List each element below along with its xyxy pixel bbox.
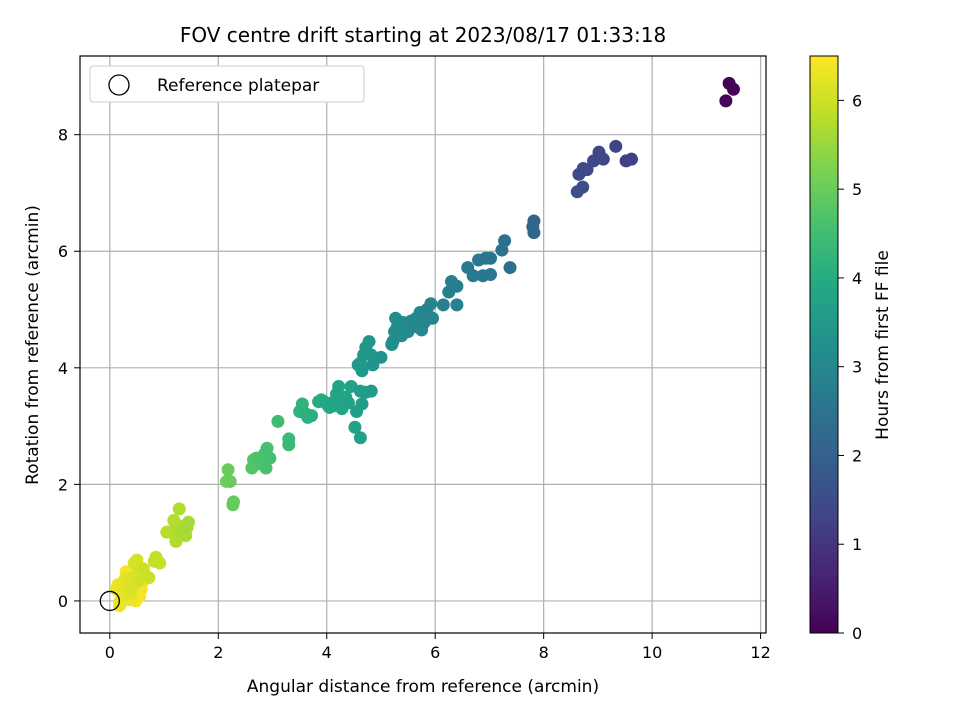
data-point bbox=[339, 390, 353, 404]
data-point bbox=[385, 338, 399, 351]
data-point bbox=[726, 82, 740, 96]
x-axis-label: Angular distance from reference (arcmin) bbox=[247, 677, 599, 697]
data-point bbox=[466, 269, 480, 283]
y-axis-ticks: 0 2 4 6 8 bbox=[58, 126, 80, 611]
legend-marker-icon bbox=[108, 74, 130, 96]
data-point bbox=[364, 384, 378, 398]
data-point bbox=[450, 279, 464, 293]
data-point bbox=[259, 461, 273, 475]
data-point bbox=[362, 335, 376, 349]
data-point bbox=[305, 409, 319, 423]
x-tick-label: 2 bbox=[213, 643, 223, 662]
data-point bbox=[260, 441, 274, 455]
x-tick-label: 0 bbox=[105, 643, 115, 662]
data-point bbox=[527, 214, 541, 228]
colorbar-tick-label: 2 bbox=[852, 446, 862, 465]
data-point bbox=[503, 261, 517, 275]
data-point bbox=[450, 298, 464, 312]
data-point bbox=[353, 431, 367, 445]
data-point bbox=[436, 298, 450, 312]
data-point bbox=[221, 463, 235, 477]
data-point bbox=[364, 348, 378, 362]
y-tick-label: 8 bbox=[58, 126, 68, 145]
data-point bbox=[271, 414, 285, 428]
data-point bbox=[355, 364, 369, 378]
data-point bbox=[223, 474, 237, 488]
data-point bbox=[142, 571, 156, 585]
x-tick-label: 6 bbox=[430, 643, 440, 662]
data-point bbox=[355, 397, 369, 411]
x-tick-label: 12 bbox=[750, 643, 770, 662]
colorbar-ticks: 0 1 2 3 4 5 6 bbox=[838, 91, 862, 643]
legend: Reference platepar bbox=[89, 65, 365, 103]
x-tick-label: 8 bbox=[539, 643, 549, 662]
reference-marker bbox=[99, 590, 120, 612]
data-point bbox=[263, 451, 277, 465]
data-point bbox=[596, 152, 610, 166]
data-point bbox=[424, 297, 438, 311]
y-tick-label: 0 bbox=[58, 592, 68, 611]
data-point bbox=[484, 251, 498, 265]
y-tick-label: 4 bbox=[58, 359, 68, 378]
x-tick-label: 4 bbox=[322, 643, 332, 662]
colorbar-tick-label: 6 bbox=[852, 91, 862, 110]
reference-point bbox=[99, 590, 120, 612]
y-axis-label: Rotation from reference (arcmin) bbox=[23, 205, 43, 485]
data-point bbox=[172, 502, 186, 516]
colorbar-label: Hours from first FF file bbox=[873, 250, 893, 440]
data-points bbox=[109, 76, 740, 613]
colorbar-tick-label: 4 bbox=[852, 269, 862, 288]
data-point bbox=[425, 311, 439, 325]
colorbar-tick-label: 1 bbox=[852, 535, 862, 554]
data-point bbox=[374, 350, 388, 364]
plot-frame bbox=[79, 55, 767, 634]
data-point bbox=[282, 432, 296, 446]
data-point bbox=[226, 495, 240, 509]
grid bbox=[80, 56, 766, 633]
colorbar-tick-label: 3 bbox=[852, 358, 862, 377]
data-point bbox=[181, 515, 195, 529]
chart-title: FOV centre drift starting at 2023/08/17 … bbox=[180, 23, 666, 47]
data-point bbox=[625, 152, 639, 166]
data-point bbox=[484, 268, 498, 282]
legend-label: Reference platepar bbox=[157, 76, 319, 96]
data-point bbox=[366, 358, 380, 372]
colorbar-tick-label: 5 bbox=[852, 180, 862, 199]
data-point bbox=[498, 234, 512, 248]
colorbar-tick-label: 0 bbox=[852, 624, 862, 643]
data-point bbox=[719, 94, 733, 108]
y-tick-label: 6 bbox=[58, 242, 68, 261]
data-point bbox=[348, 420, 362, 434]
data-point bbox=[609, 139, 623, 153]
legend-box bbox=[89, 65, 365, 103]
data-point bbox=[332, 379, 346, 393]
data-point bbox=[153, 556, 167, 570]
colorbar bbox=[809, 55, 839, 634]
x-axis-ticks: 0 2 4 6 8 10 12 bbox=[105, 633, 771, 662]
x-tick-label: 10 bbox=[642, 643, 662, 662]
data-point bbox=[576, 180, 590, 194]
y-tick-label: 2 bbox=[58, 475, 68, 494]
